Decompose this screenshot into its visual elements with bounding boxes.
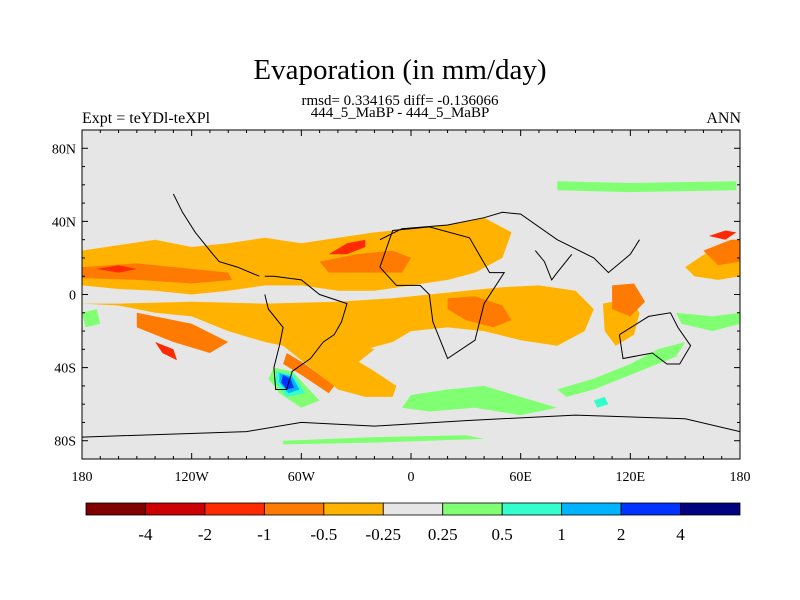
contour-region [283,353,335,394]
contour-region [328,239,366,255]
coastlines [82,193,740,438]
map-background [82,130,740,459]
colorbar-swatch [442,502,503,516]
colorbar-label: 2 [617,525,626,544]
colorbar-swatch [501,502,563,516]
colorbar-swatch [323,502,384,516]
contour-region [155,342,177,361]
contour-region [557,342,686,397]
x-tick-label: 180 [730,470,751,485]
y-tick-label: 40N [52,215,76,230]
colorbar-label: 0.5 [492,525,513,544]
contour-region [593,396,609,408]
coastline [172,193,260,277]
coastline [534,250,573,281]
colorbar-swatch [561,502,622,516]
coastline [264,275,348,390]
axes: 180 120W 60W 0 60E 120E 180 80N 40N 0 40S 80S [52,129,751,485]
experiment-label: Expt = teYDl-teXPl [82,110,211,127]
colorbar-label: 4 [676,525,685,544]
contour-region [557,181,737,193]
colorbar-label: -0.5 [310,525,337,544]
chart-subtitle-stats: rmsd= 0.334165 diff= -0.136066 [301,93,499,109]
contour-region [301,327,375,364]
chart-title: Evaporation (in mm/day) [253,54,547,86]
x-tick-label: 120E [616,470,646,485]
coastline [618,312,692,365]
x-tick-label: 120W [175,470,210,485]
y-tick-label: 80N [52,142,76,157]
contour-region [82,309,101,328]
chart-subtitle-cases: 444_5_MaBP - 444_5_MaBP [310,105,490,121]
contour-region [96,265,137,273]
contour-region [447,296,512,328]
y-tick-label: 80S [54,435,76,450]
colorbar-swatch [620,502,681,516]
coastline [379,211,640,274]
contour-region [612,283,645,317]
season-label: ANN [706,110,741,127]
colorbar-swatch [680,502,741,516]
colorbar-label: -1 [257,525,271,544]
contour-region [281,374,294,390]
colorbar-swatch [85,502,146,516]
contour-region [703,239,740,266]
contour-region [676,312,740,332]
contour-regions [82,181,740,445]
map-layer [82,130,740,459]
colorbar-swatch [145,502,206,516]
colorbar-label: 0.25 [428,525,458,544]
colorbar-label: 1 [557,525,566,544]
y-tick-label: 0 [69,289,76,304]
x-tick-label: 180 [72,470,93,485]
contour-region [136,312,229,353]
x-tick-label: 60W [288,470,316,485]
colorbar-label: -4 [138,525,153,544]
contour-region [283,435,485,445]
colorbar-swatch [263,502,325,516]
contour-region [401,385,558,416]
y-tick-label: 40S [54,362,76,377]
coastline [82,414,740,438]
colorbar: -4 -2 -1 -0.5 -0.25 0.25 0.5 1 2 4 [85,502,741,544]
colorbar-label: -0.25 [366,525,401,544]
colorbar-swatch [204,502,265,516]
x-tick-label: 0 [408,470,415,485]
x-tick-label: 60E [509,470,532,485]
colorbar-swatch [382,502,444,516]
coastline [379,226,506,360]
contour-region [708,230,737,240]
colorbar-label: -2 [198,525,212,544]
contour-region [319,250,411,273]
